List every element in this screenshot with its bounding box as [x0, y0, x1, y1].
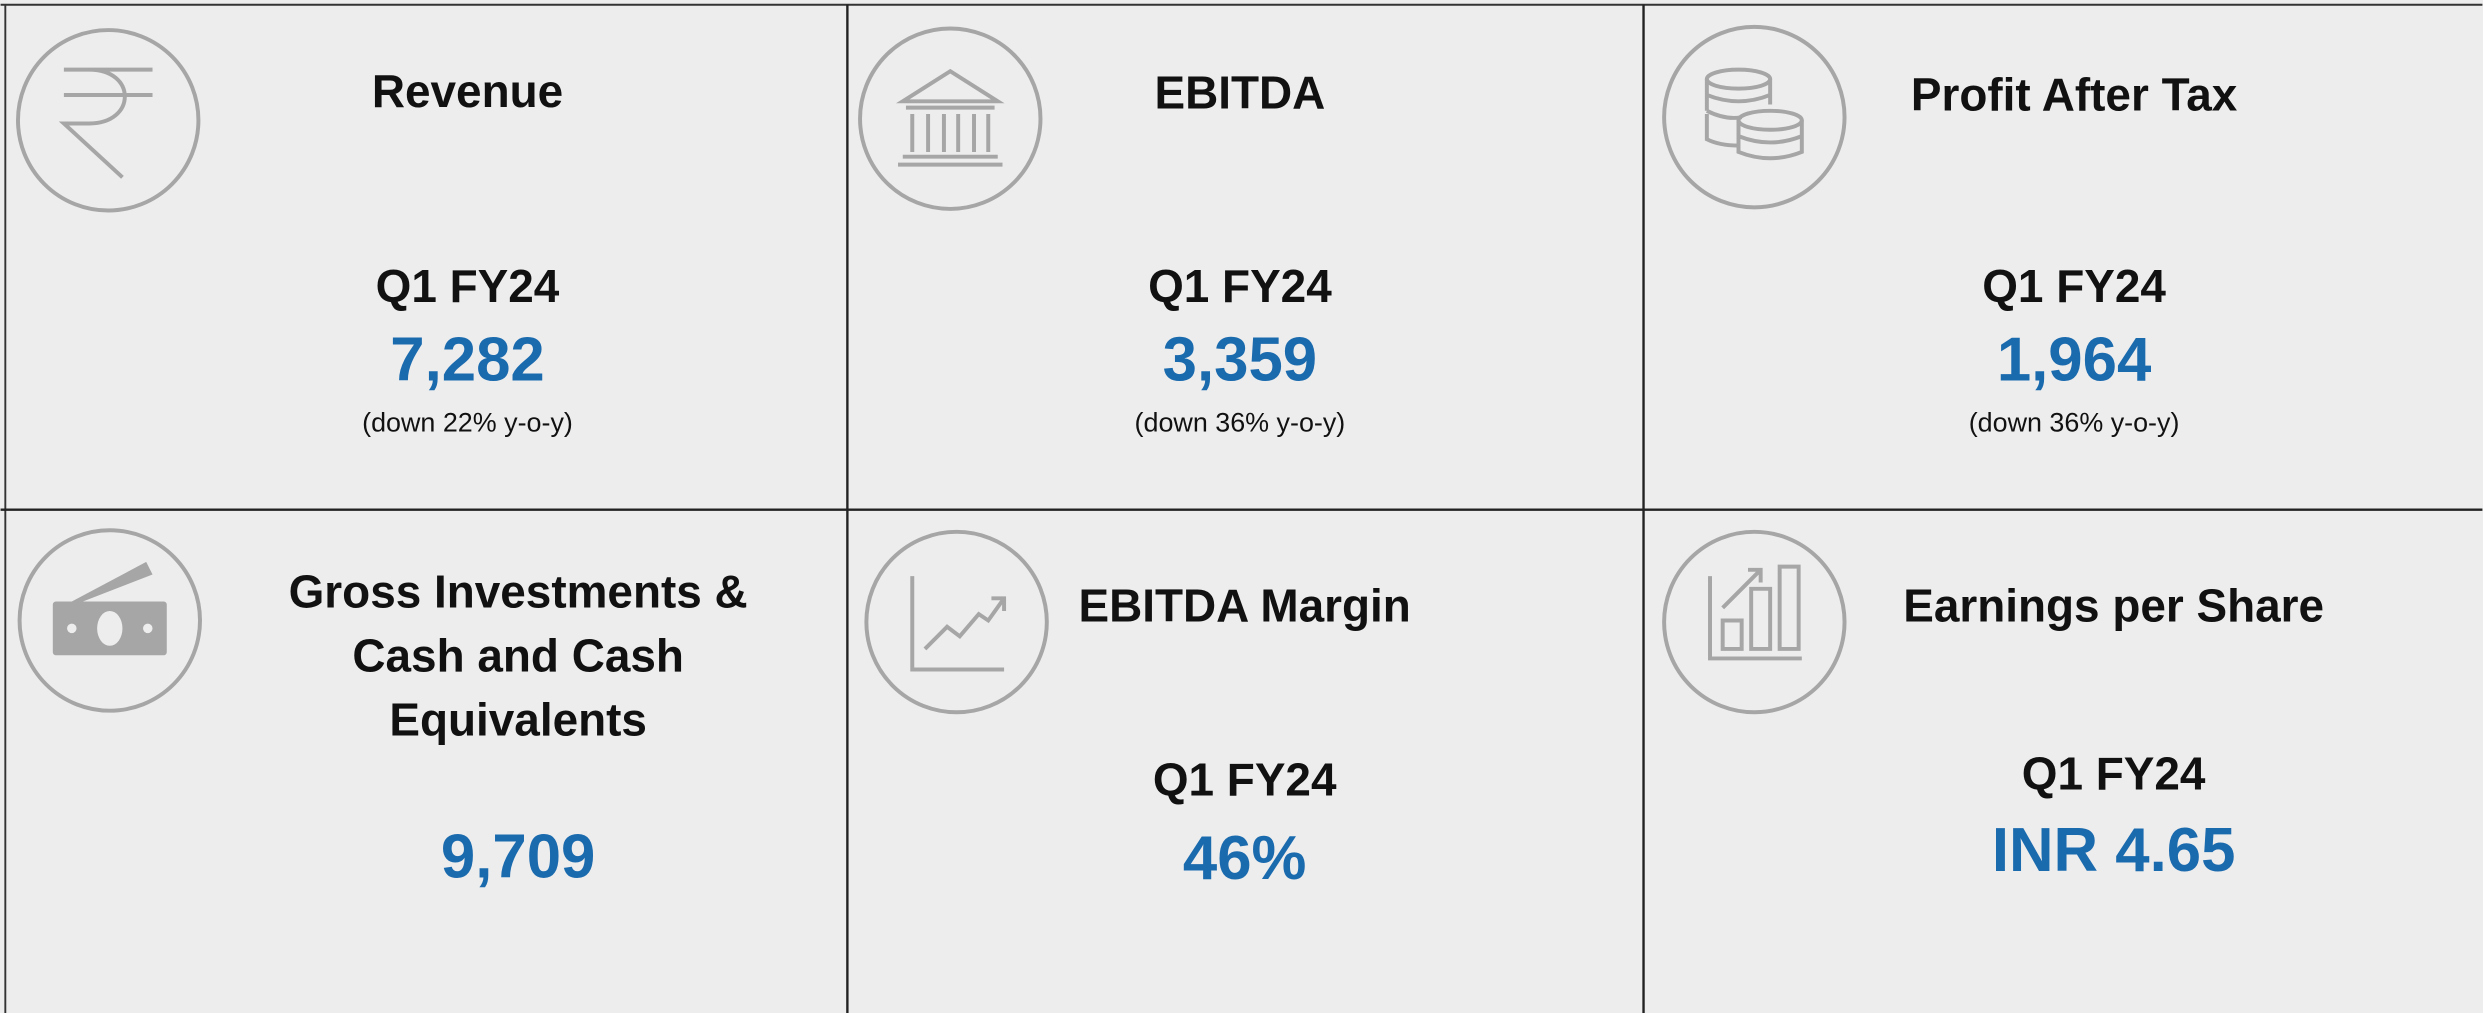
card-note: (down 36% y-o-y)	[1135, 407, 1346, 437]
card-period: Q1 FY24	[2022, 747, 2206, 799]
cash-icon	[17, 528, 202, 713]
card-title: Profit After Tax	[1911, 68, 2238, 120]
card-value: 9,709	[441, 822, 595, 891]
card-period: Q1 FY24	[1148, 260, 1332, 312]
bar-chart-icon	[1662, 529, 1847, 715]
card-value: 1,964	[1997, 325, 2151, 394]
card-value: 46%	[1183, 824, 1307, 893]
card-title: EBITDA	[1155, 67, 1326, 119]
card-title: Earnings per Share	[1903, 580, 2324, 632]
card-title: EBITDA Margin	[1079, 580, 1411, 632]
rupee-icon	[16, 28, 201, 213]
bank-icon	[858, 26, 1043, 211]
card-period: Q1 FY24	[1982, 260, 2166, 312]
card-title: Revenue	[372, 65, 563, 117]
line-chart-icon	[864, 529, 1049, 715]
card-note: (down 36% y-o-y)	[1969, 407, 2180, 437]
coins-icon	[1662, 24, 1847, 210]
card-period: Q1 FY24	[1153, 754, 1337, 806]
card-title: Equivalents	[389, 693, 647, 745]
card-period: Q1 FY24	[376, 260, 560, 312]
card-title: Gross Investments &	[289, 565, 748, 617]
card-title: Cash and Cash	[352, 629, 684, 681]
card-value: INR 4.65	[1992, 816, 2236, 885]
card-note: (down 22% y-o-y)	[362, 407, 573, 437]
card-value: 7,282	[390, 325, 544, 394]
card-value: 3,359	[1163, 325, 1317, 394]
